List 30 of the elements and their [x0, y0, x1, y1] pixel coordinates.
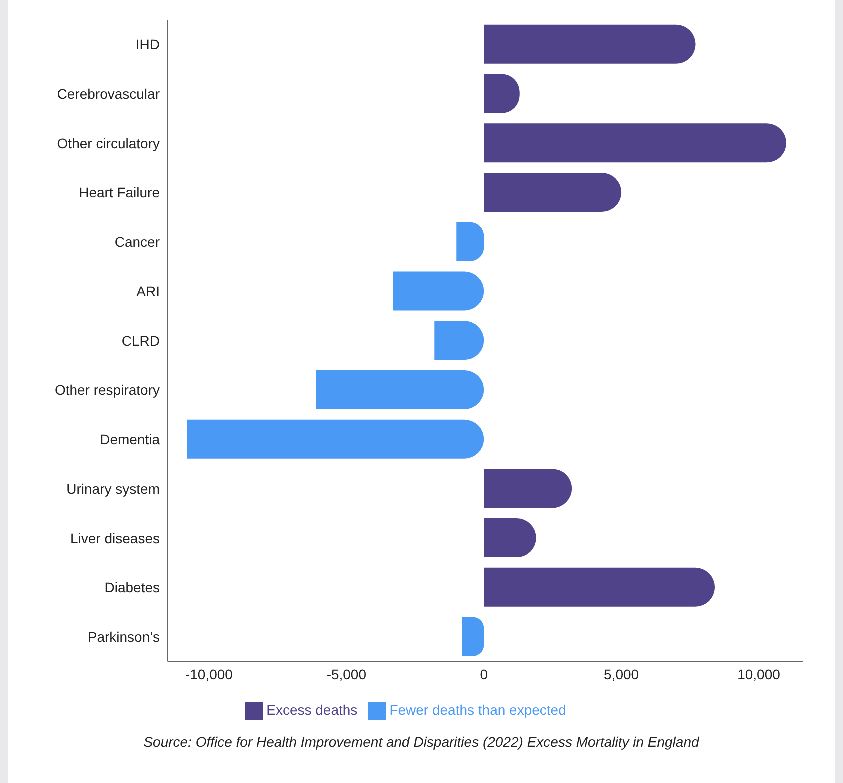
- y-tick-label: Liver diseases: [70, 530, 160, 546]
- x-tick-label: 0: [480, 666, 488, 683]
- source-note: Source: Office for Health Improvement and Disparities (2022) Excess Mortality in England: [142, 734, 701, 750]
- x-tick-label: -5,000: [326, 666, 367, 683]
- bar: [316, 370, 484, 410]
- bar: [187, 420, 484, 459]
- y-tick-label: ARI: [136, 283, 160, 300]
- bar: [484, 568, 716, 607]
- x-tick-label: 5,000: [604, 666, 640, 683]
- bar: [484, 173, 622, 212]
- y-tick-label: Parkinson’s: [88, 628, 160, 645]
- y-tick-label: Urinary system: [66, 480, 160, 497]
- y-tick-label: Cancer: [114, 234, 160, 250]
- y-tick-label: Dementia: [100, 432, 160, 448]
- bar: [462, 617, 484, 656]
- y-tick-label: Other circulatory: [57, 135, 160, 152]
- bar: [393, 272, 484, 311]
- x-tick-label: 10,000: [738, 666, 781, 683]
- bar: [484, 124, 787, 163]
- y-tick-label: Cerebrovascular: [57, 86, 160, 102]
- y-tick-label: CLRD: [122, 332, 160, 349]
- x-tick-label: -10,000: [185, 666, 234, 683]
- bar: [484, 24, 696, 64]
- legend-label: Excess deaths: [266, 702, 358, 718]
- y-tick-label: Other respiratory: [54, 382, 160, 398]
- y-tick-label: Heart Failure: [79, 184, 160, 201]
- y-tick-label: Diabetes: [104, 580, 160, 596]
- legend-label: Fewer deaths than expected: [390, 702, 566, 718]
- y-tick-label: IHD: [136, 36, 160, 53]
- bar: [484, 469, 572, 508]
